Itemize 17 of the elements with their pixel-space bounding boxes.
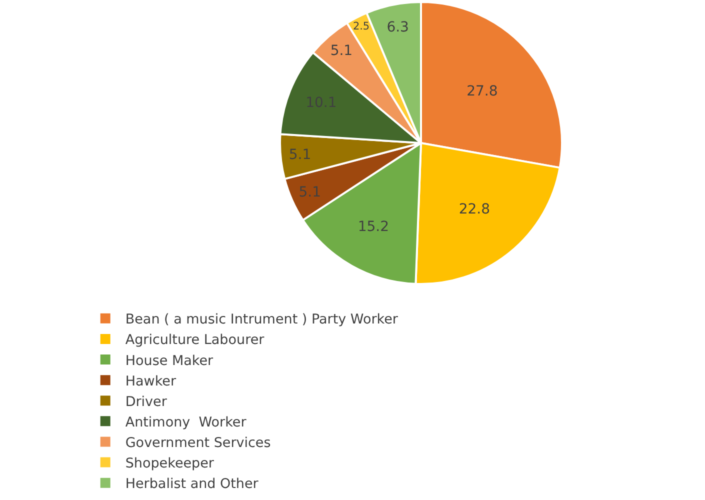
data-label: 6.3	[386, 19, 409, 36]
legend-label: Bean ( a music Intrument ) Party Worker	[125, 312, 398, 328]
data-label: 5.1	[330, 43, 353, 60]
legend-label: Driver	[125, 394, 168, 410]
data-label: 2.5	[352, 20, 370, 33]
legend-label: House Maker	[125, 352, 214, 369]
legend-label: Shopekeeper	[125, 456, 214, 472]
legend-label: Government Services	[125, 434, 271, 451]
legend-label: Herbalist and Other	[125, 476, 259, 492]
legend-label: Agriculture Labourer	[125, 332, 265, 348]
data-label: 5.1	[298, 184, 321, 200]
data-label: 5.1	[288, 146, 312, 163]
legend-label: Hawker	[125, 373, 176, 390]
data-label: 22.8	[458, 201, 490, 218]
legend-label: Antimony Worker	[125, 414, 247, 430]
data-label: 27.8	[466, 84, 498, 100]
data-label: 15.2	[358, 219, 389, 236]
